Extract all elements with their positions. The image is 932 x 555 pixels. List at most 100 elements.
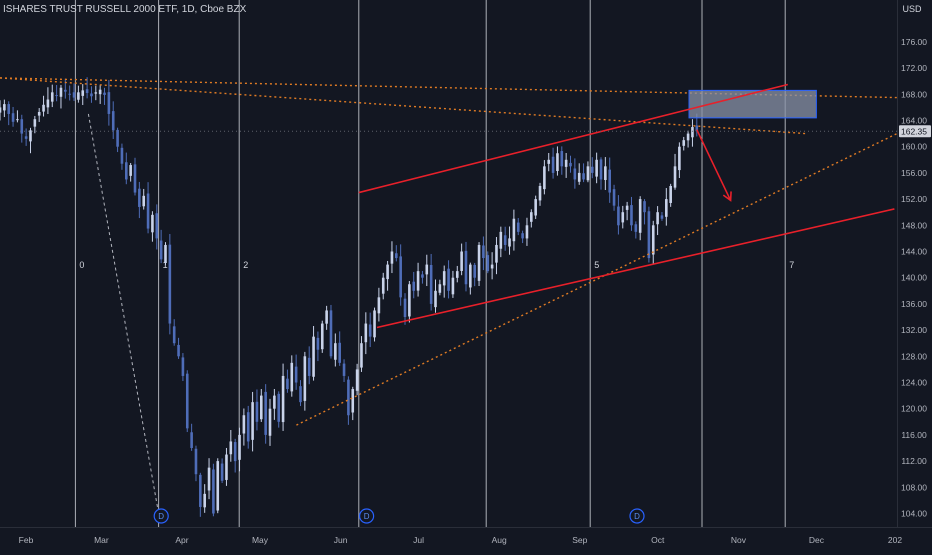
candle-body — [68, 93, 71, 95]
candle-body — [98, 89, 102, 95]
price-tick-label: 136.00 — [901, 299, 927, 309]
candle-body — [242, 415, 246, 434]
candle-body — [455, 271, 459, 278]
dividend-marker-label: D — [158, 512, 164, 521]
candle-body — [599, 159, 603, 180]
candle-body — [216, 461, 220, 511]
candle-body — [116, 129, 119, 147]
candle-body — [355, 369, 359, 391]
channel-lower-line — [376, 208, 895, 329]
candle-body — [16, 119, 19, 121]
dotted-uptrend-line — [296, 132, 898, 426]
dashed-decline-line — [87, 113, 160, 514]
candle-body — [172, 326, 176, 344]
candle-body — [124, 162, 128, 180]
time-tick-label: Apr — [175, 535, 188, 545]
cycle-label: 5 — [594, 260, 599, 270]
candle-body — [251, 402, 254, 440]
candle-body — [538, 186, 542, 201]
candle-body — [129, 165, 132, 176]
channel-upper-line — [358, 83, 788, 194]
candle-body — [351, 389, 355, 413]
price-axis[interactable]: 176.00 172.00 168.00 164.00 160.00 156.00 152.… — [897, 0, 932, 550]
candle-body — [20, 119, 24, 134]
candle-body — [0, 107, 2, 113]
cycle-lines: 01257 — [74, 0, 794, 527]
candle-body — [621, 212, 625, 223]
candle-body — [590, 166, 594, 173]
dividend-marker-circle — [359, 508, 375, 524]
symbol-title: ISHARES TRUST RUSSELL 2000 ETF, 1D, Cboe… — [3, 4, 247, 15]
candle-body — [338, 342, 341, 363]
price-tick-label: 132.00 — [901, 325, 927, 335]
dividend-marker-circle — [153, 508, 169, 524]
candle-body — [425, 264, 429, 275]
candle-body — [512, 218, 516, 242]
candle-body — [464, 250, 468, 285]
dividend-marker-circle — [629, 508, 645, 524]
candle-body — [29, 130, 32, 142]
candle-body — [665, 199, 668, 217]
candle-body — [669, 186, 672, 203]
candle-body — [564, 159, 568, 167]
candle-body — [473, 264, 476, 278]
candle-body — [460, 251, 463, 271]
price-tick-label: 168.00 — [901, 89, 927, 99]
candle-body — [59, 87, 63, 97]
candle-body — [294, 366, 298, 383]
candle-body — [111, 111, 115, 131]
candle-body — [194, 448, 198, 475]
candle-body — [286, 378, 289, 390]
candle-body — [608, 169, 611, 193]
candle-body — [377, 297, 381, 314]
price-axis-background — [897, 0, 932, 550]
price-tick-label: 160.00 — [901, 142, 927, 152]
candle-body — [560, 151, 564, 167]
time-axis[interactable]: Feb Mar Apr May Jun Jul Aug Sep Oct Nov Dec 202 — [0, 527, 932, 550]
candle-body — [199, 474, 202, 507]
candle-body — [634, 224, 638, 232]
time-tick-label: 202 — [888, 535, 902, 545]
candle-body — [164, 244, 167, 263]
price-tick-label: 172.00 — [901, 63, 927, 73]
candle-body — [577, 172, 581, 182]
candle-body — [682, 140, 686, 146]
candle-body — [303, 356, 307, 401]
candle-body — [77, 92, 80, 100]
candle-body — [220, 463, 224, 481]
candle-body — [429, 264, 433, 304]
candle-body — [181, 357, 185, 376]
candle-body — [42, 104, 45, 112]
time-tick-label: Aug — [492, 535, 507, 545]
candle-body — [342, 363, 346, 376]
candle-body — [477, 244, 481, 281]
candle-body — [556, 153, 559, 172]
candle-body — [547, 159, 551, 164]
candle-body — [630, 205, 633, 226]
time-tick-label: Nov — [731, 535, 747, 545]
candle-body — [395, 253, 398, 259]
candle-body — [246, 412, 250, 442]
price-tick-label: 124.00 — [901, 378, 927, 388]
last-price-badge — [899, 125, 931, 138]
candle-body — [499, 231, 503, 249]
dividend-marker: D — [359, 508, 375, 524]
candle-body — [11, 113, 15, 122]
projection-arrow-head — [722, 191, 732, 202]
candle-body — [229, 441, 233, 455]
candle-body — [647, 211, 651, 259]
candle-body — [373, 310, 376, 338]
drawings — [0, 77, 898, 514]
price-tick-label: 164.00 — [901, 116, 927, 126]
candle-body — [625, 205, 629, 210]
candle-body — [486, 255, 490, 272]
candle-body — [516, 222, 520, 232]
candle-body — [347, 379, 350, 416]
candle-body — [447, 268, 450, 291]
candle-body — [686, 133, 690, 141]
candle-body — [273, 395, 276, 409]
dividend-marker: D — [629, 508, 645, 524]
candle-body — [260, 395, 263, 420]
